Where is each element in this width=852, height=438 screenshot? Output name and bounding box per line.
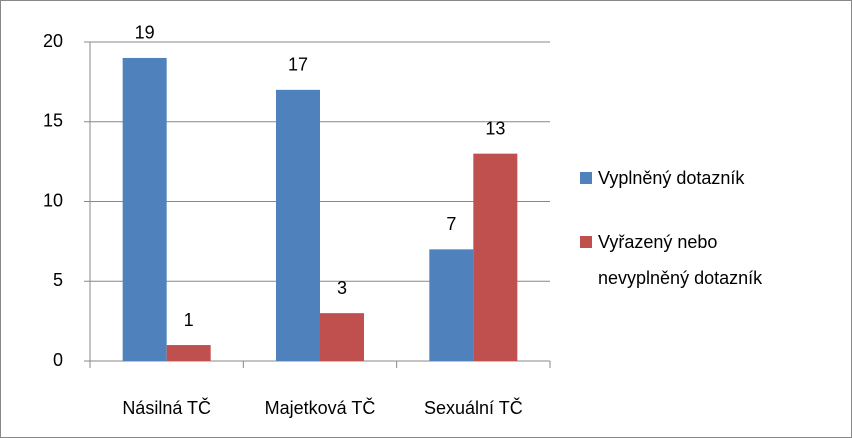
legend-item: Vyřazený nebo nevyplněný dotazník [580, 224, 798, 296]
bar [275, 89, 320, 361]
data-label: 13 [485, 118, 505, 138]
y-tick-label: 20 [43, 31, 63, 51]
bar [122, 57, 167, 361]
bar [473, 153, 518, 361]
y-tick-label: 15 [43, 111, 63, 131]
data-label: 17 [288, 55, 308, 75]
bar [166, 345, 211, 361]
legend-swatch [580, 236, 592, 248]
bar [429, 249, 474, 361]
legend-label: Vyplněný dotazník [598, 168, 745, 188]
y-tick-label: 5 [53, 270, 63, 290]
data-label: 1 [184, 310, 194, 330]
data-label: 3 [337, 278, 347, 298]
data-label: 7 [446, 214, 456, 234]
x-tick-label: Sexuální TČ [424, 397, 523, 418]
y-tick-label: 10 [43, 190, 63, 210]
x-tick-label: Násilná TČ [122, 397, 211, 418]
x-tick-label: Majetková TČ [265, 397, 376, 418]
legend-item: Vyplněný dotazník [580, 160, 798, 196]
legend-swatch [580, 172, 592, 184]
data-label: 19 [135, 23, 155, 43]
legend-label: Vyřazený nebo nevyplněný dotazník [598, 232, 763, 288]
y-tick-label: 0 [53, 350, 63, 370]
legend: Vyplněný dotazník Vyřazený nebo nevyplněn… [580, 160, 840, 324]
bar [320, 313, 365, 361]
